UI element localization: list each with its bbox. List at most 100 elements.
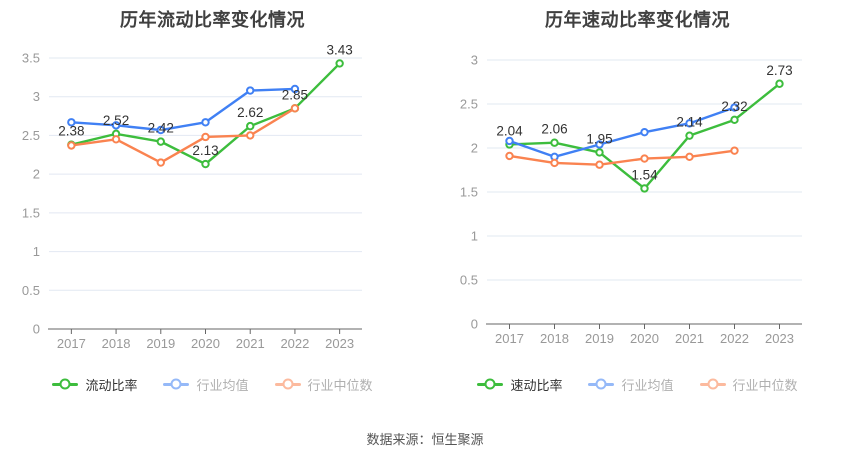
y-tick-label: 1 xyxy=(33,244,40,259)
data-point xyxy=(505,136,514,146)
y-tick-label: 2 xyxy=(33,167,40,182)
circle-marker-icon xyxy=(170,378,182,390)
data-point xyxy=(246,121,255,131)
value-label: 2.06 xyxy=(541,122,567,137)
data-point xyxy=(730,115,739,125)
data-point xyxy=(640,184,649,193)
value-label: 1.95 xyxy=(586,131,612,146)
chart-panel-quick-ratio: 历年速动比率变化情况 0 0.5 1 1.5 2 2.5 3 2017 2018 2019 2020… xyxy=(425,0,850,394)
x-tick-label: 2019 xyxy=(585,331,614,346)
y-tick-label: 2.5 xyxy=(22,128,40,143)
data-point xyxy=(201,159,210,169)
circle-marker-icon xyxy=(484,378,496,390)
y-tick-label: 3.5 xyxy=(22,51,40,66)
line-series-icon xyxy=(274,378,301,390)
quick-ratio-plot: 0 0.5 1 1.5 2 2.5 3 2017 2018 2019 2020 2021 2022 202… xyxy=(460,53,802,346)
data-point xyxy=(685,131,694,140)
x-tick-label: 2017 xyxy=(495,331,524,346)
legend-item-industry-mean[interactable]: 行业均值 xyxy=(163,375,249,394)
y-tick-label: 2.5 xyxy=(460,97,478,112)
chart-title-quick-ratio: 历年速动比率变化情况 xyxy=(545,10,730,30)
series-line-2 xyxy=(70,107,297,164)
data-point xyxy=(201,132,210,142)
legend-label: 速动比率 xyxy=(510,377,563,393)
x-tick-label: 2021 xyxy=(675,331,704,346)
data-point xyxy=(111,121,121,130)
series-line-1 xyxy=(70,87,297,132)
line-series-icon xyxy=(588,378,615,390)
line-series-icon xyxy=(699,378,726,390)
circle-marker-icon xyxy=(595,378,607,390)
data-point xyxy=(595,148,604,157)
data-point xyxy=(156,137,165,146)
series-line-2 xyxy=(508,149,736,166)
data-point xyxy=(640,154,649,163)
y-tick-label: 1.5 xyxy=(460,185,478,200)
chart-title-current-ratio: 历年流动比率变化情况 xyxy=(120,10,305,30)
legend-label: 行业均值 xyxy=(621,377,674,393)
chart-panel-current-ratio: 历年流动比率变化情况 0 0.5 1 1.5 2 2.5 3 3.5 2017 2018 2019 2… xyxy=(0,0,425,394)
y-tick-label: 0 xyxy=(471,317,478,332)
data-point xyxy=(111,135,121,144)
data-point xyxy=(156,125,165,135)
y-tick-label: 3 xyxy=(471,53,478,68)
legend-item-industry-mean[interactable]: 行业均值 xyxy=(588,375,674,394)
x-tick-label: 2023 xyxy=(765,331,794,346)
legend-item-quick-ratio[interactable]: 速动比率 xyxy=(477,375,562,394)
y-tick-label: 3 xyxy=(33,89,40,104)
x-tick-label: 2021 xyxy=(236,336,265,350)
data-point xyxy=(156,158,165,167)
data-point xyxy=(550,158,559,168)
data-point xyxy=(685,152,694,162)
circle-marker-icon xyxy=(59,378,71,390)
y-tick-label: 0.5 xyxy=(460,273,478,288)
data-point xyxy=(290,104,300,113)
value-label: 2.04 xyxy=(496,123,523,138)
value-label: 2.62 xyxy=(237,105,263,120)
legend-item-industry-median[interactable]: 行业中位数 xyxy=(699,375,798,394)
y-tick-label: 1 xyxy=(471,229,478,244)
data-point xyxy=(595,160,604,169)
data-point xyxy=(730,146,739,155)
x-tick-label: 2018 xyxy=(540,331,569,346)
circle-marker-icon xyxy=(282,378,293,390)
x-tick-label: 2018 xyxy=(102,336,131,350)
legend-item-industry-median[interactable]: 行业中位数 xyxy=(274,375,373,394)
current-ratio-plot: 0 0.5 1 1.5 2 2.5 3 3.5 2017 2018 2019 2020 2021 2022… xyxy=(22,42,362,350)
data-point xyxy=(290,84,300,94)
data-point xyxy=(775,79,784,88)
series-line-1 xyxy=(508,106,736,159)
value-label: 3.43 xyxy=(327,42,353,57)
value-label: 2.13 xyxy=(192,143,218,158)
x-tick-label: 2022 xyxy=(720,331,749,346)
data-point xyxy=(685,119,694,128)
y-tick-label: 1.5 xyxy=(22,205,40,220)
value-label: 2.52 xyxy=(103,113,129,128)
value-label: 2.14 xyxy=(676,115,703,130)
x-tick-label: 2019 xyxy=(146,336,175,350)
value-label: 1.54 xyxy=(631,167,658,182)
legend-quick-ratio: 速动比率 行业均值 行业中位数 xyxy=(425,374,850,394)
data-point xyxy=(595,140,604,149)
legend-current-ratio: 流动比率 行业均值 行业中位数 xyxy=(0,374,425,394)
legend-label: 行业中位数 xyxy=(307,377,373,393)
data-point xyxy=(201,118,210,127)
legend-label: 行业均值 xyxy=(196,377,249,393)
data-point xyxy=(335,59,344,68)
value-label: 2.85 xyxy=(282,87,308,102)
data-point xyxy=(730,103,739,112)
data-point xyxy=(67,141,76,150)
legend-item-current-ratio[interactable]: 流动比率 xyxy=(52,375,137,394)
value-label: 2.42 xyxy=(148,121,174,136)
data-point xyxy=(246,86,255,95)
x-tick-label: 2022 xyxy=(280,336,309,350)
y-tick-label: 0.5 xyxy=(22,283,40,298)
x-tick-label: 2020 xyxy=(630,331,659,346)
source-note: 数据来源：恒生聚源 xyxy=(366,432,484,447)
line-series-icon xyxy=(477,378,504,390)
y-tick-label: 2 xyxy=(471,141,478,156)
legend-label: 行业中位数 xyxy=(732,377,798,393)
data-point xyxy=(67,118,76,127)
circle-marker-icon xyxy=(707,378,718,390)
